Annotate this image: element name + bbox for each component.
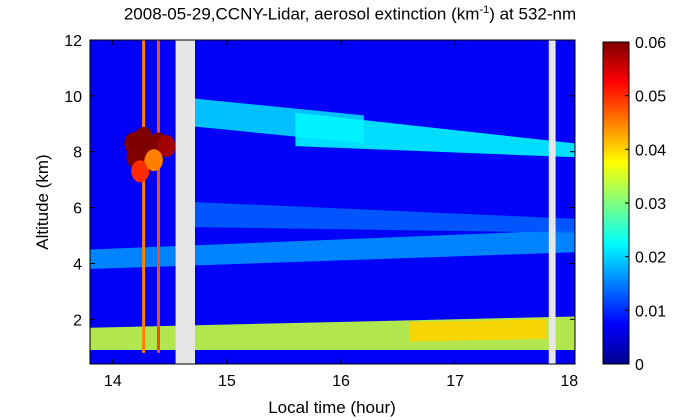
x-tick-label: 17 [446,373,464,390]
aerosol-layer-1 [409,319,547,342]
colorbar-tick-label: 0.05 [635,89,666,106]
signal-spike-1 [156,40,160,353]
plot-frame [89,39,576,365]
x-axis-label: Local time (hour) [268,398,396,417]
heatmap-cells [90,40,575,364]
x-tick-label: 16 [332,373,350,390]
colorbar-tick-label: 0.03 [635,196,666,213]
cloud-cell-6 [131,160,150,183]
x-tick-label: 18 [560,373,578,390]
y-axis-label: Altitude (km) [33,154,52,249]
colorbar-tick-label: 0.02 [635,250,666,267]
y-tick-label: 10 [64,89,82,106]
aerosol-layer-2 [90,229,575,270]
aerosol-layer-5 [295,112,575,158]
background-field [90,40,575,364]
colorbar-tick-label: 0.06 [635,35,666,52]
x-tick-label: 15 [218,373,236,390]
colorbar-tick-label: 0 [635,357,644,374]
y-tick-label: 4 [73,256,82,273]
cloud-cell-5 [157,135,176,158]
cloud-cell-7 [144,149,163,172]
colorbar-tick-label: 0.01 [635,303,666,320]
data-gap-1 [548,40,556,364]
signal-spike-0 [142,40,146,353]
y-tick-label: 8 [73,145,82,162]
y-tick-label: 12 [64,33,82,50]
aerosol-layer-3 [192,202,575,233]
chart-title: 2008-05-29,CCNY-Lidar, aerosol extinctio… [123,4,577,24]
data-gap-0 [175,40,195,364]
y-tick-label: 6 [73,201,82,218]
colorbar-scale [602,41,630,365]
x-tick-label: 14 [104,373,122,390]
y-tick-label: 2 [73,312,82,329]
colorbar-tick-label: 0.04 [635,142,666,159]
